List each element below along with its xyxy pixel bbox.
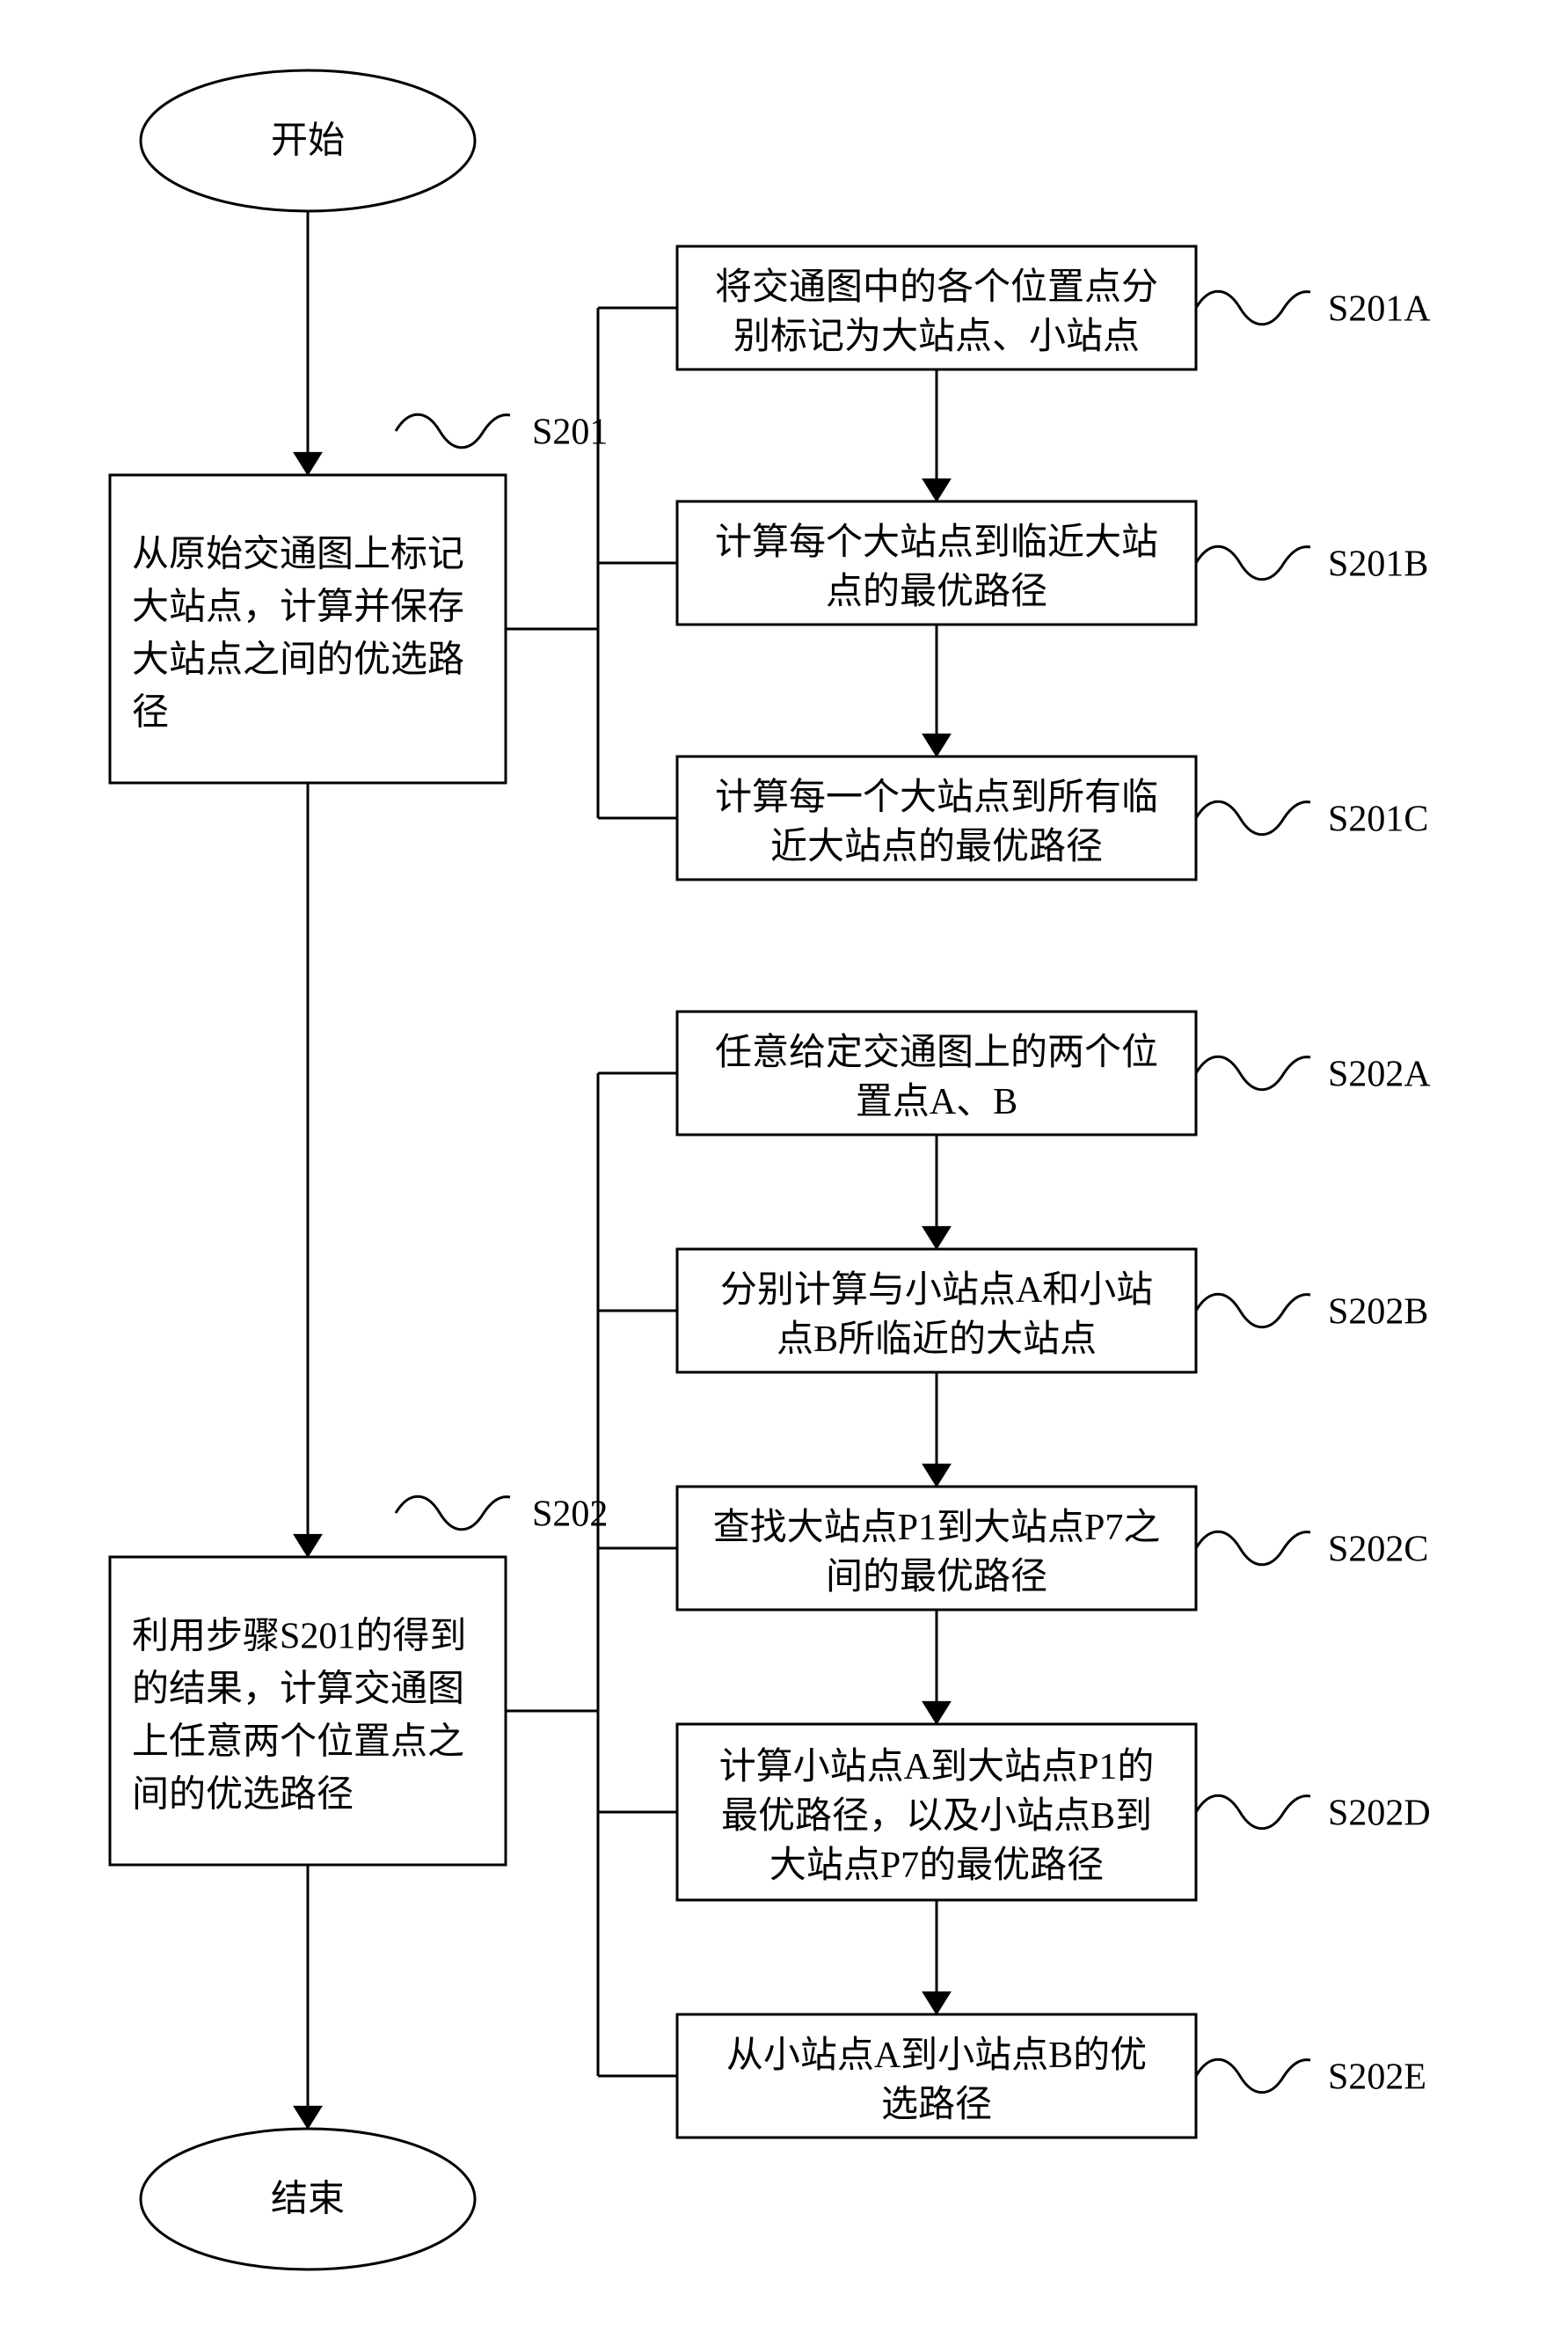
wave-annotation (1196, 546, 1310, 580)
flowchart: 开始结束 从原始交通图上标记大站点，计算并保存大站点之间的优选路径 S201 利用步骤… (35, 35, 1568, 2311)
left-box-line: 的结果，计算交通图 (132, 1669, 464, 1710)
left-box-line: 径 (132, 693, 169, 734)
wave-annotation (1196, 1795, 1310, 1829)
right-box-line: 别标记为大站点、小站点 (733, 317, 1140, 357)
step-label: S201 (532, 413, 608, 453)
wave-annotation (396, 1496, 510, 1530)
end-label: 结束 (271, 2180, 345, 2220)
left-box-line: 利用步骤S201的得到 (132, 1617, 466, 1657)
left-box-line: 大站点之间的优选路 (132, 640, 464, 681)
step-label: S202 (532, 1495, 608, 1535)
right-box-line: 近大站点的最优路径 (770, 827, 1103, 867)
right-box-line: 最优路径，以及小站点B到 (721, 1796, 1152, 1837)
step-sublabel: S202C (1328, 1530, 1428, 1570)
step-sublabel: S202D (1328, 1794, 1431, 1834)
right-box-line: 点B所临近的大站点 (777, 1319, 1097, 1360)
right-box-line: 置点A、B (856, 1082, 1017, 1122)
right-box-line: 大站点P7的最优路径 (769, 1845, 1104, 1886)
wave-annotation (396, 414, 510, 448)
right-box-line: 任意给定交通图上的两个位 (715, 1032, 1158, 1073)
right-box-line: 计算每个大站点到临近大站 (715, 522, 1158, 563)
wave-annotation (1196, 291, 1310, 325)
step-sublabel: S202E (1328, 2057, 1426, 2098)
start-label: 开始 (271, 121, 345, 162)
right-box-line: 分别计算与小站点A和小站 (720, 1270, 1153, 1311)
step-sublabel: S201A (1328, 289, 1431, 330)
wave-annotation (1196, 2059, 1310, 2093)
wave-annotation (1196, 1531, 1310, 1565)
right-box-line: 间的最优路径 (826, 1557, 1047, 1597)
step-sublabel: S201B (1328, 544, 1428, 585)
wave-annotation (1196, 1294, 1310, 1327)
left-box-line: 上任意两个位置点之 (132, 1721, 464, 1763)
right-box-line: 选路径 (881, 2085, 992, 2125)
wave-annotation (1196, 801, 1310, 835)
step-sublabel: S202A (1328, 1055, 1431, 1095)
right-box-line: 查找大站点P1到大站点P7之 (713, 1508, 1161, 1548)
step-sublabel: S201C (1328, 800, 1428, 840)
step-sublabel: S202B (1328, 1292, 1428, 1333)
right-box-line: 点的最优路径 (826, 572, 1047, 612)
right-box-line: 计算小站点A到大站点P1的 (719, 1747, 1155, 1787)
left-box-line: 从原始交通图上标记 (132, 534, 464, 575)
left-box-line: 间的优选路径 (132, 1775, 354, 1816)
right-box-line: 计算每一个大站点到所有临 (715, 777, 1158, 818)
left-box-S201 (110, 475, 506, 783)
left-box-line: 大站点，计算并保存 (132, 588, 464, 628)
right-box-line: 从小站点A到小站点B的优 (726, 2035, 1147, 2076)
wave-annotation (1196, 1056, 1310, 1090)
left-box-S202 (110, 1557, 506, 1865)
right-box-line: 将交通图中的各个位置点分 (715, 267, 1158, 308)
